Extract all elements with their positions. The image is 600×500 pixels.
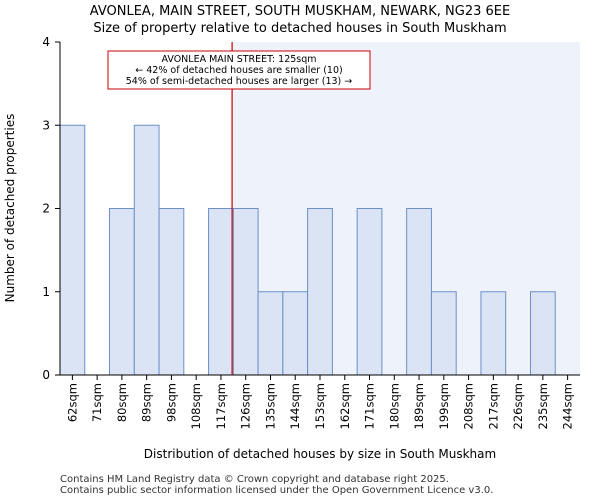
chart-title: AVONLEA, MAIN STREET, SOUTH MUSKHAM, NEW…	[89, 4, 511, 19]
x-tick-label: 126sqm	[239, 383, 253, 429]
x-tick-label: 117sqm	[214, 383, 228, 429]
bar-chart: 0 1 2 3 4 62sqm 71sqm 80sqm 89sqm 98sqm 108sqm 117…	[3, 35, 580, 461]
x-tick-label: 217sqm	[486, 383, 500, 429]
x-axis-label: Distribution of detached houses by size …	[144, 447, 496, 461]
x-tick-label: 244sqm	[561, 383, 575, 429]
annotation-line-2: ← 42% of detached houses are smaller (10…	[135, 65, 342, 76]
bar-235sqm	[529, 291, 556, 376]
y-tick-label: 3	[42, 118, 50, 132]
x-tick-label: 98sqm	[164, 383, 178, 422]
bar-89sqm	[133, 124, 160, 376]
bar-117sqm	[208, 208, 234, 376]
bar-80sqm	[109, 208, 135, 376]
bar-153sqm	[307, 208, 333, 376]
x-tick-label: 162sqm	[338, 383, 352, 429]
x-tick-label: 171sqm	[363, 383, 377, 429]
y-tick-label: 2	[42, 202, 50, 216]
footer-licence: Contains public sector information licen…	[60, 485, 494, 496]
x-tick-label: 144sqm	[288, 383, 302, 429]
x-tick-label: 108sqm	[189, 383, 203, 429]
x-tick-label: 226sqm	[511, 383, 525, 429]
annotation-line-3: 54% of semi-detached houses are larger (…	[126, 76, 353, 87]
bar-171sqm	[356, 208, 383, 376]
x-tick-label: 189sqm	[412, 383, 426, 429]
bar-98sqm	[158, 208, 185, 376]
x-tick-label: 153sqm	[313, 383, 327, 429]
x-tick-label: 71sqm	[90, 383, 104, 422]
x-tick-label: 80sqm	[115, 383, 129, 422]
annotation-line-1: AVONLEA MAIN STREET: 125sqm	[161, 54, 316, 65]
footer-copyright: Contains HM Land Registry data © Crown c…	[60, 474, 449, 485]
bar-144sqm	[282, 291, 309, 376]
annotation-box: AVONLEA MAIN STREET: 125sqm ← 42% of det…	[107, 50, 371, 90]
x-tick-label: 180sqm	[387, 383, 401, 429]
bar-62sqm	[59, 124, 86, 376]
bar-199sqm	[430, 291, 457, 376]
y-axis-label: Number of detached properties	[3, 114, 17, 303]
y-tick-label: 1	[42, 285, 50, 299]
bar-126sqm	[232, 208, 259, 376]
x-tick-label: 199sqm	[437, 383, 451, 429]
chart-subtitle: Size of property relative to detached ho…	[93, 21, 507, 36]
x-tick-label: 235sqm	[536, 383, 550, 429]
bar-135sqm	[257, 291, 284, 376]
x-tick-label: 89sqm	[140, 383, 154, 422]
bar-189sqm	[406, 208, 432, 376]
x-tick-label: 62sqm	[65, 383, 79, 422]
bar-217sqm	[480, 291, 507, 376]
x-tick-label: 208sqm	[462, 383, 476, 429]
x-tick-label: 135sqm	[263, 383, 277, 429]
y-tick-label: 0	[42, 368, 50, 382]
y-tick-label: 4	[42, 35, 50, 49]
